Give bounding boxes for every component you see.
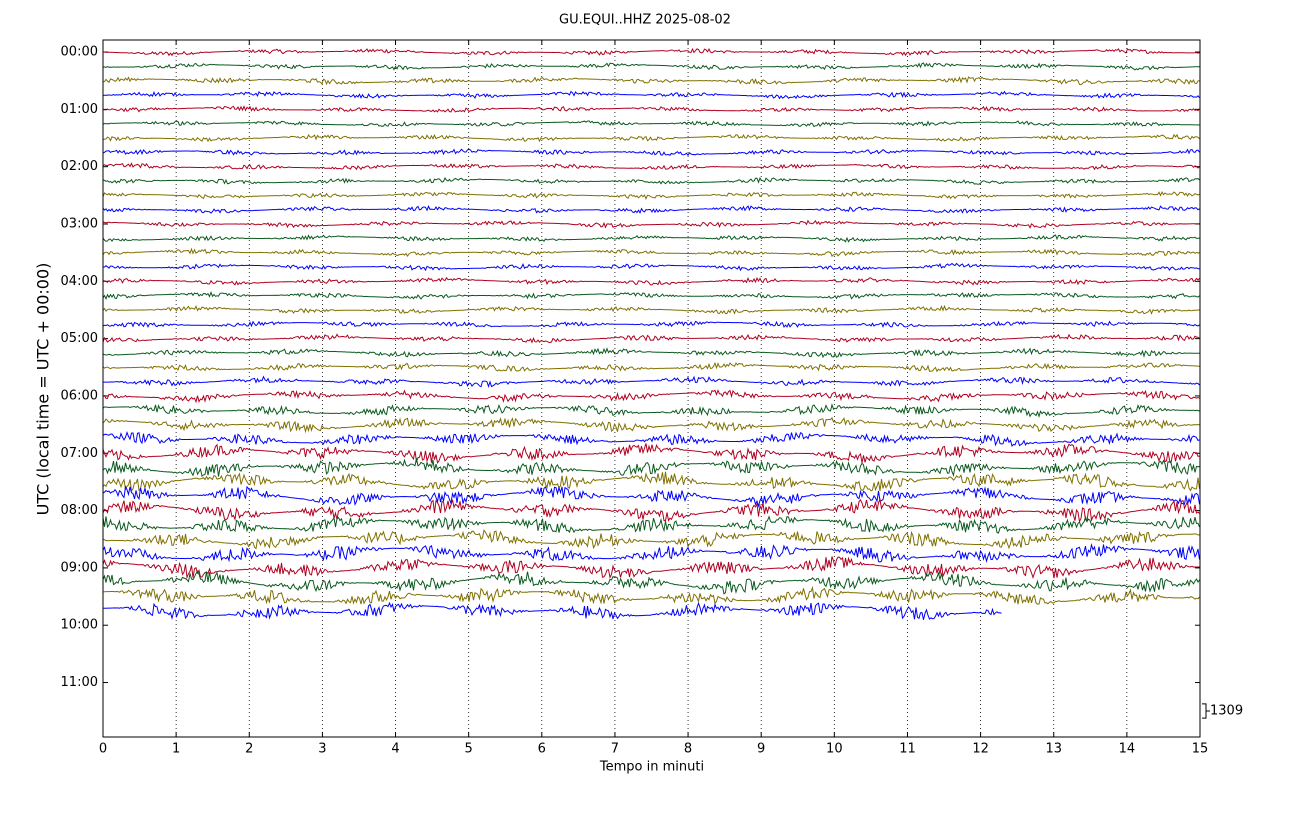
- x-tick-label: 11: [899, 742, 916, 757]
- y-tick-label: 03:00: [61, 216, 98, 231]
- trace: [102, 320, 1200, 328]
- trace: [102, 389, 1200, 404]
- trace: [102, 529, 1200, 550]
- trace: [102, 219, 1200, 229]
- x-tick-label: 0: [99, 742, 107, 757]
- trace: [102, 556, 1200, 580]
- trace: [102, 276, 1200, 286]
- trace: [102, 304, 1200, 315]
- trace: [102, 62, 1200, 71]
- trace: [102, 176, 1200, 185]
- chart-title: GU.EQUI..HHZ 2025-08-02: [559, 13, 731, 28]
- y-tick-label: 06:00: [61, 388, 98, 403]
- y-tick-label: 11:00: [61, 675, 98, 690]
- trace: [102, 403, 1200, 418]
- x-tick-label: 13: [1045, 742, 1062, 757]
- scale-label: 1309: [1210, 704, 1243, 719]
- x-tick-label: 9: [757, 742, 765, 757]
- trace: [102, 247, 1200, 258]
- trace: [102, 443, 1200, 465]
- trace: [102, 485, 1200, 508]
- trace: [102, 458, 1200, 477]
- trace: [102, 76, 1200, 86]
- trace: [102, 585, 1200, 605]
- trace: [102, 601, 1002, 620]
- y-tick-label: 09:00: [61, 560, 98, 575]
- trace: [102, 205, 1200, 214]
- trace: [102, 290, 1200, 301]
- x-tick-label: 5: [465, 742, 473, 757]
- trace: [102, 162, 1200, 171]
- trace: [102, 542, 1200, 564]
- x-tick-label: 2: [245, 742, 253, 757]
- trace: [102, 333, 1200, 344]
- trace: [102, 120, 1200, 128]
- trace: [102, 471, 1200, 493]
- x-tick-label: 4: [391, 742, 399, 757]
- y-tick-label: 00:00: [61, 45, 98, 60]
- trace: [102, 570, 1200, 595]
- y-tick-label: 04:00: [61, 274, 98, 289]
- x-tick-label: 14: [1119, 742, 1136, 757]
- trace: [102, 148, 1200, 157]
- trace: [102, 361, 1200, 373]
- trace: [102, 133, 1200, 143]
- x-tick-label: 7: [611, 742, 619, 757]
- y-tick-label: 07:00: [61, 446, 98, 461]
- y-axis-label: UTC (local time = UTC + 00:00): [34, 263, 53, 516]
- trace: [102, 497, 1200, 524]
- x-tick-label: 10: [826, 742, 843, 757]
- x-tick-label: 15: [1192, 742, 1209, 757]
- trace: [102, 105, 1200, 113]
- y-tick-label: 10:00: [61, 618, 98, 633]
- trace: [102, 515, 1200, 534]
- trace: [102, 262, 1200, 272]
- trace: [102, 416, 1200, 434]
- y-tick-label: 05:00: [61, 331, 98, 346]
- y-tick-label: 08:00: [61, 503, 98, 518]
- x-tick-label: 8: [684, 742, 692, 757]
- trace: [102, 47, 1200, 57]
- trace: [102, 190, 1200, 200]
- trace: [102, 347, 1200, 359]
- x-tick-label: 1: [172, 742, 180, 757]
- plot-frame: [102, 39, 1201, 738]
- trace: [102, 90, 1200, 100]
- y-tick-label: 02:00: [61, 159, 98, 174]
- scale-bar: [1202, 703, 1210, 719]
- trace: [102, 234, 1200, 243]
- x-tick-label: 12: [972, 742, 989, 757]
- trace: [102, 430, 1200, 448]
- x-tick-label: 6: [538, 742, 546, 757]
- x-axis-label: Tempo in minuti: [599, 760, 704, 775]
- x-tick-label: 3: [318, 742, 326, 757]
- y-tick-label: 01:00: [61, 102, 98, 117]
- trace: [102, 375, 1200, 388]
